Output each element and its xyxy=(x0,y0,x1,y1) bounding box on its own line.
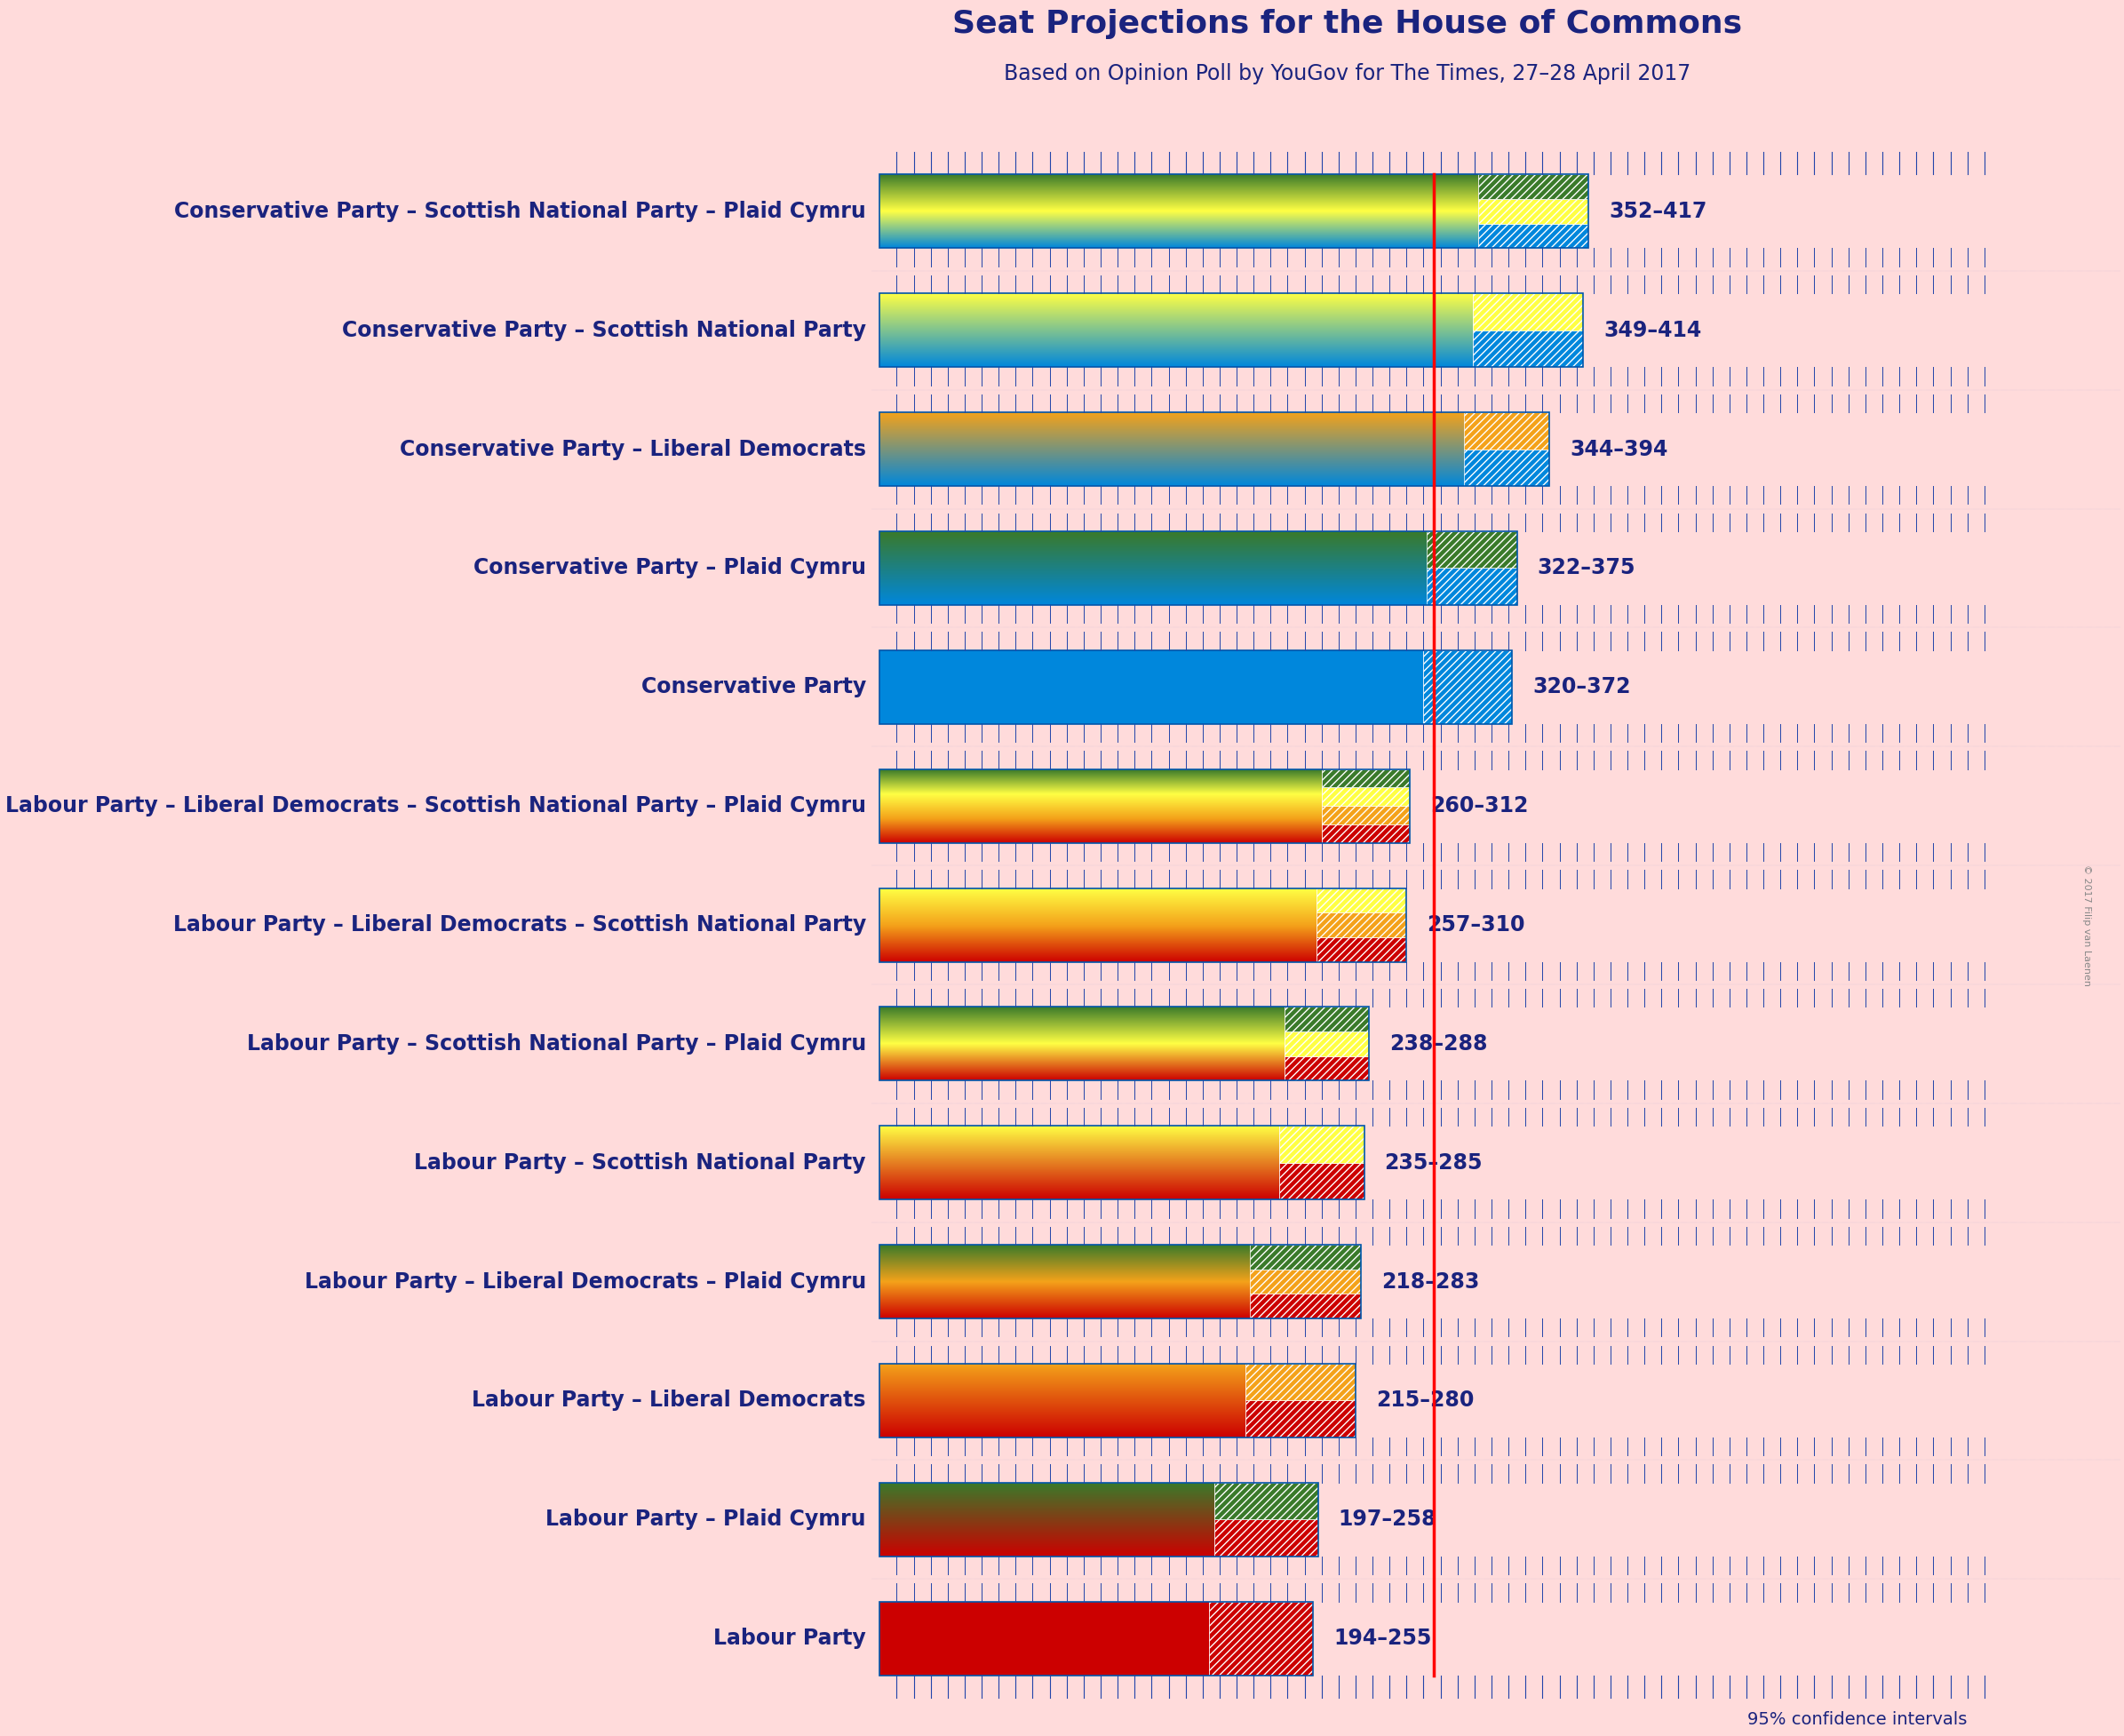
Text: Conservative Party – Plaid Cymru: Conservative Party – Plaid Cymru xyxy=(474,557,867,578)
Text: Labour Party – Scottish National Party: Labour Party – Scottish National Party xyxy=(414,1153,867,1174)
Text: Labour Party: Labour Party xyxy=(714,1628,867,1649)
Bar xyxy=(1317,889,1406,913)
Bar xyxy=(1279,1127,1364,1163)
Text: 215–280: 215–280 xyxy=(1376,1391,1474,1411)
Text: 197–258: 197–258 xyxy=(1338,1509,1436,1529)
Bar xyxy=(879,889,1406,962)
Bar xyxy=(1215,1519,1319,1557)
Text: 322–375: 322–375 xyxy=(1538,557,1635,578)
Bar xyxy=(879,1602,1209,1675)
Bar xyxy=(1427,568,1517,604)
Bar xyxy=(879,1602,1313,1675)
Bar xyxy=(1245,1364,1355,1401)
Bar xyxy=(879,293,1582,366)
Bar xyxy=(1321,788,1410,806)
Bar xyxy=(1209,1602,1313,1675)
Bar xyxy=(1463,450,1548,486)
Bar xyxy=(879,1127,1364,1200)
Bar xyxy=(1472,293,1582,330)
Bar xyxy=(1279,1163,1364,1200)
Text: Based on Opinion Poll by YouGov for The Times, 27–28 April 2017: Based on Opinion Poll by YouGov for The … xyxy=(1005,62,1691,83)
Text: Conservative Party: Conservative Party xyxy=(641,677,867,698)
Bar xyxy=(1317,913,1406,937)
Text: Labour Party – Plaid Cymru: Labour Party – Plaid Cymru xyxy=(546,1509,867,1529)
Bar xyxy=(879,413,1548,486)
Bar xyxy=(1463,413,1548,450)
Bar xyxy=(879,1364,1355,1437)
Text: 235–285: 235–285 xyxy=(1385,1153,1483,1174)
Text: 218–283: 218–283 xyxy=(1381,1271,1478,1292)
Text: 352–417: 352–417 xyxy=(1608,201,1708,222)
Bar xyxy=(879,769,1410,842)
Bar xyxy=(879,1245,1361,1319)
Bar xyxy=(879,651,1512,724)
Text: Seat Projections for the House of Commons: Seat Projections for the House of Common… xyxy=(952,9,1742,38)
Bar xyxy=(1285,1055,1370,1082)
Text: 349–414: 349–414 xyxy=(1604,319,1701,340)
Bar xyxy=(1251,1245,1361,1269)
Bar xyxy=(879,1483,1319,1557)
Text: © 2017 Filip van Laenen: © 2017 Filip van Laenen xyxy=(2082,865,2090,986)
Text: Conservative Party – Scottish National Party – Plaid Cymru: Conservative Party – Scottish National P… xyxy=(174,201,867,222)
Text: Conservative Party – Liberal Democrats: Conservative Party – Liberal Democrats xyxy=(399,439,867,460)
Bar xyxy=(1423,651,1512,724)
Text: Labour Party – Liberal Democrats – Plaid Cymru: Labour Party – Liberal Democrats – Plaid… xyxy=(304,1271,867,1292)
Bar xyxy=(1317,937,1406,962)
Text: 344–394: 344–394 xyxy=(1570,439,1667,460)
Bar xyxy=(1478,200,1589,224)
Bar xyxy=(1215,1483,1319,1519)
Bar xyxy=(1251,1293,1361,1319)
Bar xyxy=(879,651,1423,724)
Bar xyxy=(879,1007,1370,1082)
Text: Labour Party – Liberal Democrats – Scottish National Party – Plaid Cymru: Labour Party – Liberal Democrats – Scott… xyxy=(6,795,867,816)
Bar xyxy=(1472,330,1582,366)
Bar xyxy=(1427,531,1517,568)
Text: Labour Party – Scottish National Party – Plaid Cymru: Labour Party – Scottish National Party –… xyxy=(246,1033,867,1054)
Text: Labour Party – Liberal Democrats – Scottish National Party: Labour Party – Liberal Democrats – Scott… xyxy=(172,915,867,936)
Text: 260–312: 260–312 xyxy=(1429,795,1529,816)
Text: 238–288: 238–288 xyxy=(1389,1033,1487,1054)
Bar xyxy=(1478,224,1589,248)
Bar xyxy=(1321,825,1410,842)
Text: 194–255: 194–255 xyxy=(1334,1628,1432,1649)
Bar xyxy=(1321,806,1410,825)
Bar xyxy=(1285,1031,1370,1055)
Bar xyxy=(1245,1401,1355,1437)
Bar xyxy=(1321,769,1410,788)
Bar xyxy=(1285,1007,1370,1031)
Bar xyxy=(1478,174,1589,200)
Text: 95% confidence intervals: 95% confidence intervals xyxy=(1748,1712,1967,1729)
Bar xyxy=(879,531,1517,604)
Text: 320–372: 320–372 xyxy=(1531,677,1631,698)
Bar xyxy=(879,174,1589,248)
Text: Conservative Party – Scottish National Party: Conservative Party – Scottish National P… xyxy=(342,319,867,340)
Text: Labour Party – Liberal Democrats: Labour Party – Liberal Democrats xyxy=(472,1391,867,1411)
Bar xyxy=(1251,1269,1361,1293)
Text: 257–310: 257–310 xyxy=(1427,915,1525,936)
